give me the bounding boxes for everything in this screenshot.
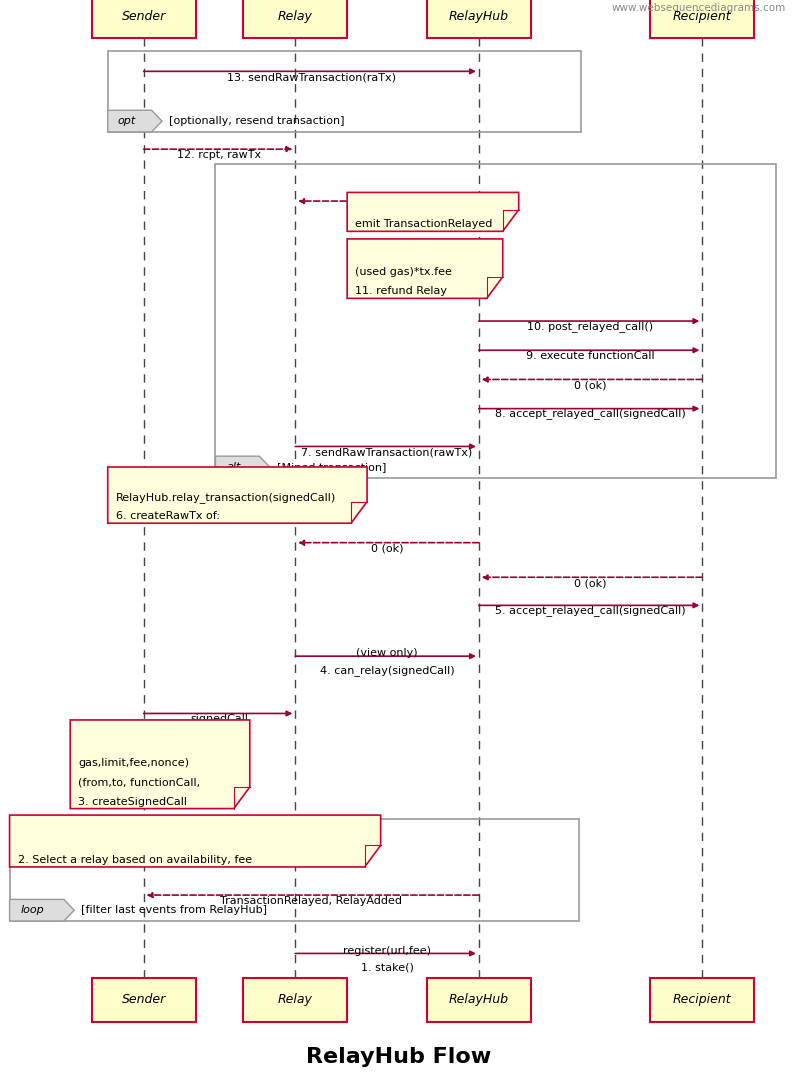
- Text: 10. post_relayed_call(): 10. post_relayed_call(): [527, 321, 654, 332]
- Text: RelayHub: RelayHub: [448, 10, 509, 23]
- Text: RelayHub: RelayHub: [448, 993, 509, 1006]
- Text: alt: alt: [227, 462, 241, 472]
- Bar: [108, 51, 581, 132]
- Text: 8. accept_relayed_call(signedCall): 8. accept_relayed_call(signedCall): [495, 409, 686, 419]
- Text: ok: ok: [381, 202, 393, 212]
- Text: [filter last events from RelayHub]: [filter last events from RelayHub]: [81, 905, 267, 916]
- Bar: [243, 0, 347, 38]
- Bar: [650, 978, 754, 1022]
- Polygon shape: [347, 192, 519, 231]
- Text: 3. createSignedCall: 3. createSignedCall: [78, 797, 188, 806]
- Text: 13. sendRawTransaction(raTx): 13. sendRawTransaction(raTx): [227, 72, 396, 82]
- Polygon shape: [108, 110, 162, 132]
- Text: Recipient: Recipient: [673, 993, 732, 1006]
- Text: loop: loop: [21, 905, 44, 916]
- Text: Relay: Relay: [278, 10, 313, 23]
- Text: (view only): (view only): [356, 649, 418, 658]
- Polygon shape: [347, 239, 503, 298]
- Text: Recipient: Recipient: [673, 10, 732, 23]
- Text: 11. refund Relay: 11. refund Relay: [355, 286, 447, 296]
- Text: 0 (ok): 0 (ok): [371, 544, 403, 553]
- Bar: [10, 819, 579, 921]
- Text: 0 (ok): 0 (ok): [575, 381, 606, 390]
- Polygon shape: [108, 467, 367, 523]
- Bar: [427, 978, 531, 1022]
- Text: TransactionRelayed, RelayAdded: TransactionRelayed, RelayAdded: [220, 896, 402, 906]
- Text: [optionally, resend transaction]: [optionally, resend transaction]: [169, 116, 345, 126]
- Text: 5. accept_relayed_call(signedCall): 5. accept_relayed_call(signedCall): [496, 605, 685, 616]
- Text: Sender: Sender: [121, 10, 166, 23]
- Text: gas,limit,fee,nonce): gas,limit,fee,nonce): [78, 758, 189, 768]
- Text: 0 (ok): 0 (ok): [575, 578, 606, 588]
- Text: emit TransactionRelayed: emit TransactionRelayed: [355, 219, 492, 229]
- Text: signedCall: signedCall: [191, 715, 248, 724]
- Text: 1. stake(): 1. stake(): [361, 963, 413, 973]
- Text: 9. execute functionCall: 9. execute functionCall: [526, 351, 655, 361]
- Text: Sender: Sender: [121, 993, 166, 1006]
- Text: 7. sendRawTransaction(rawTx): 7. sendRawTransaction(rawTx): [302, 448, 472, 457]
- Text: [Mined transaction]: [Mined transaction]: [277, 462, 386, 472]
- Text: (from,to, functionCall,: (from,to, functionCall,: [78, 777, 200, 787]
- Bar: [650, 0, 754, 38]
- Text: (used gas)*tx.fee: (used gas)*tx.fee: [355, 267, 452, 277]
- Bar: [92, 978, 196, 1022]
- Bar: [215, 164, 776, 478]
- Polygon shape: [70, 720, 250, 809]
- Text: register(url,fee): register(url,fee): [343, 946, 431, 956]
- Text: RelayHub.relay_transaction(signedCall): RelayHub.relay_transaction(signedCall): [116, 492, 336, 503]
- Text: RelayHub Flow: RelayHub Flow: [306, 1047, 492, 1067]
- Text: www.websequencediagrams.com: www.websequencediagrams.com: [612, 3, 786, 13]
- Bar: [427, 0, 531, 38]
- Text: opt: opt: [117, 116, 136, 126]
- Text: Relay: Relay: [278, 993, 313, 1006]
- Polygon shape: [10, 899, 74, 921]
- Text: 6. createRawTx of:: 6. createRawTx of:: [116, 511, 219, 521]
- Text: 12. rcpt, rawTx: 12. rcpt, rawTx: [177, 150, 262, 160]
- Bar: [243, 978, 347, 1022]
- Bar: [92, 0, 196, 38]
- Polygon shape: [10, 815, 381, 867]
- Text: 2. Select a relay based on availability, fee: 2. Select a relay based on availability,…: [18, 855, 251, 865]
- Text: 4. can_relay(signedCall): 4. can_relay(signedCall): [320, 665, 454, 676]
- Polygon shape: [215, 456, 270, 478]
